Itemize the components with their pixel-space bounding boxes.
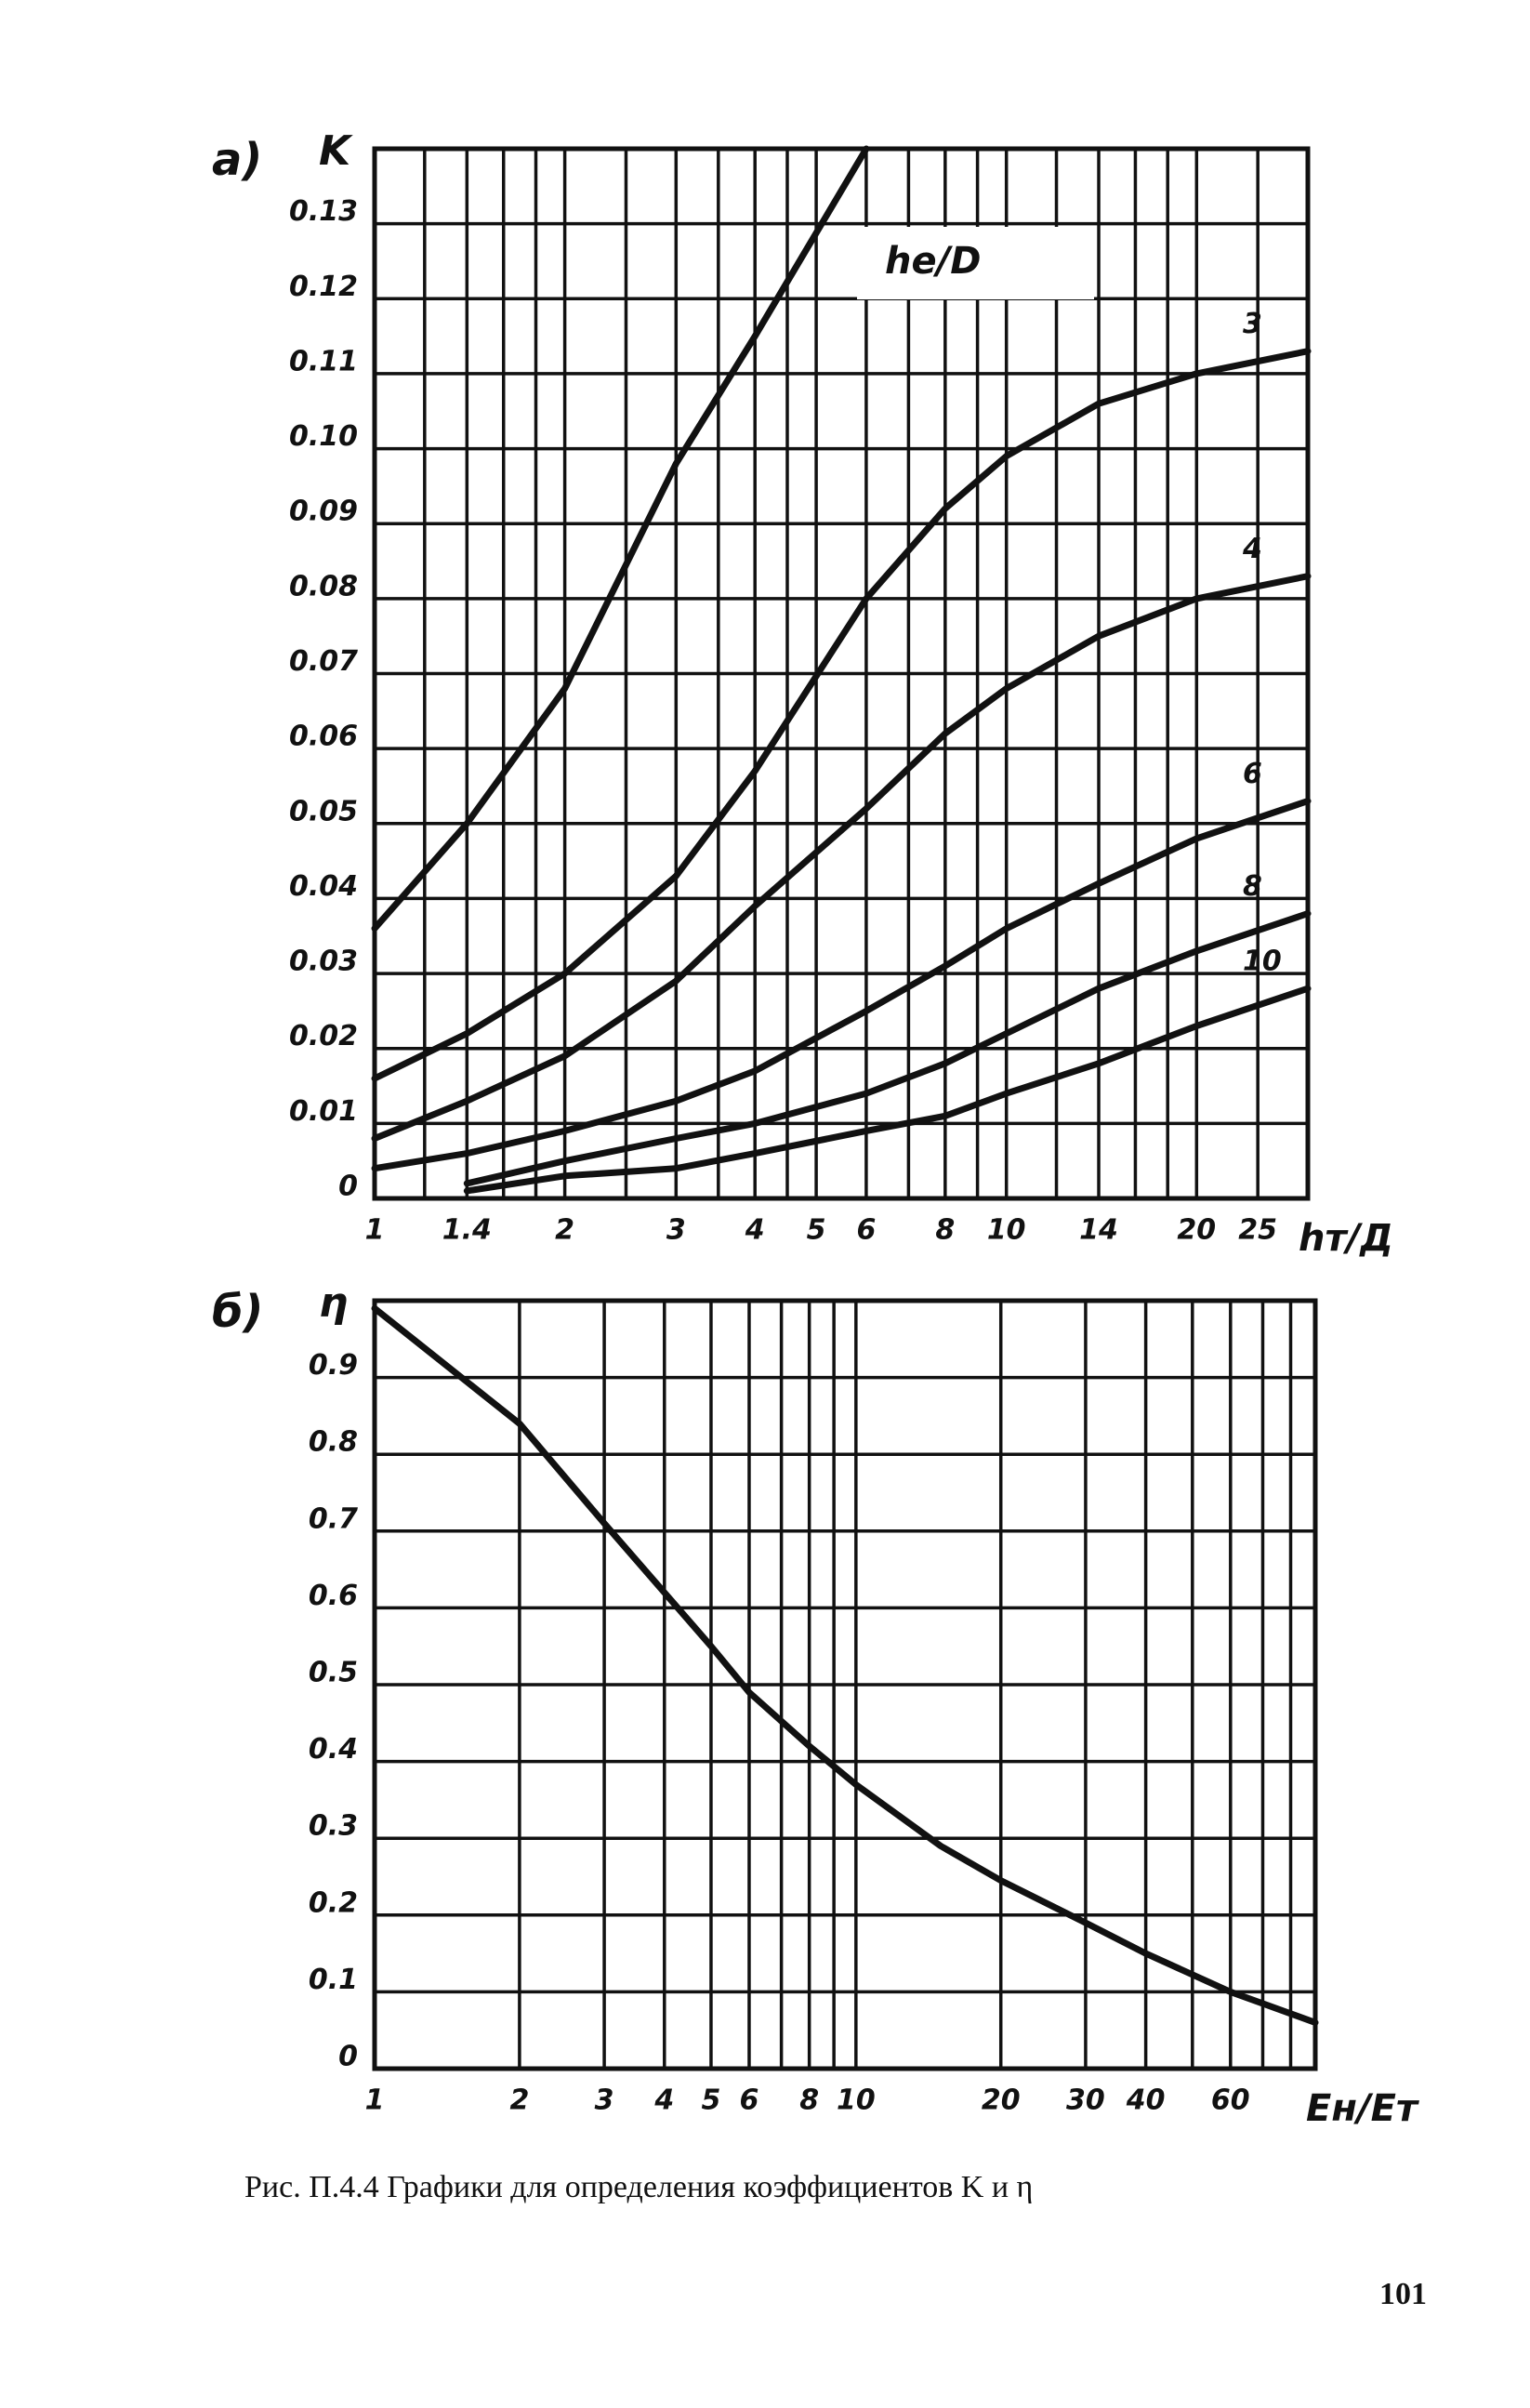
curve-label: 8 bbox=[1243, 870, 1262, 903]
x-tick-label: 8 bbox=[935, 1214, 955, 1247]
y-tick-label: 0.2 bbox=[309, 1886, 358, 1919]
x-tick-label: 8 bbox=[799, 2084, 819, 2117]
y-tick-label: 0.10 bbox=[289, 420, 358, 453]
x-tick-label: 60 bbox=[1211, 2084, 1250, 2117]
x-tick-label: 6 bbox=[740, 2084, 759, 2117]
y-axis-label: K bbox=[319, 127, 353, 175]
x-tick-label: 25 bbox=[1238, 1214, 1277, 1247]
y-tick-label: 0.7 bbox=[309, 1502, 358, 1535]
y-tick-label: 0.03 bbox=[289, 946, 358, 978]
x-tick-label: 6 bbox=[856, 1214, 876, 1247]
y-tick-label: 0.08 bbox=[289, 570, 358, 602]
x-tick-label: 20 bbox=[982, 2084, 1021, 2117]
curve bbox=[371, 145, 870, 933]
y-axis-label: η bbox=[319, 1279, 348, 1327]
curve bbox=[371, 573, 1312, 1142]
x-tick-label: 40 bbox=[1126, 2084, 1166, 2117]
y-tick-label: 0.02 bbox=[289, 1020, 358, 1052]
y-tick-label: 0.12 bbox=[289, 271, 358, 303]
curve bbox=[371, 798, 1312, 1172]
curve-label: 6 bbox=[1243, 758, 1262, 790]
x-tick-label: 5 bbox=[702, 2084, 721, 2117]
y-tick-label: 0.4 bbox=[309, 1733, 358, 1766]
x-tick-label: 3 bbox=[666, 1214, 686, 1247]
curve bbox=[463, 910, 1312, 1187]
y-tick-label: 0.6 bbox=[309, 1580, 358, 1612]
x-tick-label: 30 bbox=[1066, 2084, 1105, 2117]
y-tick-label: 0 bbox=[338, 1171, 358, 1203]
caption: Рис. П.4.4 Графики для определения коэфф… bbox=[244, 2170, 1033, 2204]
curve bbox=[371, 1304, 1319, 2026]
y-tick-label: 0.09 bbox=[289, 496, 358, 528]
panel-label: б) bbox=[212, 1286, 263, 1338]
y-tick-label: 0.07 bbox=[289, 645, 358, 678]
x-axis-label: hт/Д bbox=[1299, 1217, 1393, 1260]
page-number: 101 bbox=[1379, 2277, 1427, 2311]
curve-label: 4 bbox=[1242, 533, 1262, 565]
annotation-box bbox=[857, 227, 1094, 299]
x-tick-label: 10 bbox=[987, 1214, 1026, 1247]
y-tick-label: 0.3 bbox=[309, 1810, 358, 1843]
y-tick-label: 0.05 bbox=[289, 795, 358, 827]
y-tick-label: 0.04 bbox=[289, 870, 358, 903]
curve bbox=[463, 985, 1312, 1195]
y-tick-label: 0.06 bbox=[289, 721, 358, 753]
x-tick-label: 20 bbox=[1177, 1214, 1216, 1247]
y-tick-label: 0.5 bbox=[309, 1657, 358, 1689]
curve-label: 10 bbox=[1243, 946, 1282, 978]
x-tick-label: 1 bbox=[365, 1214, 385, 1247]
annotation: hе/D bbox=[885, 240, 981, 283]
y-tick-label: 0.11 bbox=[289, 345, 358, 377]
panel-label: a) bbox=[212, 134, 262, 186]
x-tick-label: 1 bbox=[365, 2084, 385, 2117]
x-tick-label: 2 bbox=[509, 2084, 529, 2117]
curve-label: 3 bbox=[1243, 308, 1262, 340]
x-tick-label: 1.4 bbox=[442, 1214, 492, 1247]
x-tick-label: 2 bbox=[555, 1214, 574, 1247]
y-tick-label: 0.9 bbox=[309, 1349, 358, 1382]
y-tick-label: 0.01 bbox=[289, 1095, 358, 1128]
x-tick-label: 14 bbox=[1079, 1214, 1118, 1247]
plot-frame bbox=[372, 1298, 1318, 2071]
x-tick-label: 10 bbox=[837, 2084, 876, 2117]
curve bbox=[371, 348, 1312, 1082]
x-tick-label: 4 bbox=[745, 1214, 765, 1247]
y-tick-label: 0.8 bbox=[309, 1426, 358, 1459]
y-tick-label: 0.13 bbox=[289, 195, 358, 228]
x-tick-label: 3 bbox=[595, 2084, 614, 2117]
y-tick-label: 0.1 bbox=[309, 1964, 358, 1996]
x-tick-label: 4 bbox=[653, 2084, 674, 2117]
y-tick-label: 0 bbox=[338, 2041, 358, 2073]
x-axis-label: Eн/Eт bbox=[1306, 2087, 1420, 2130]
x-tick-label: 5 bbox=[807, 1214, 826, 1247]
plot-frame bbox=[372, 146, 1311, 1201]
